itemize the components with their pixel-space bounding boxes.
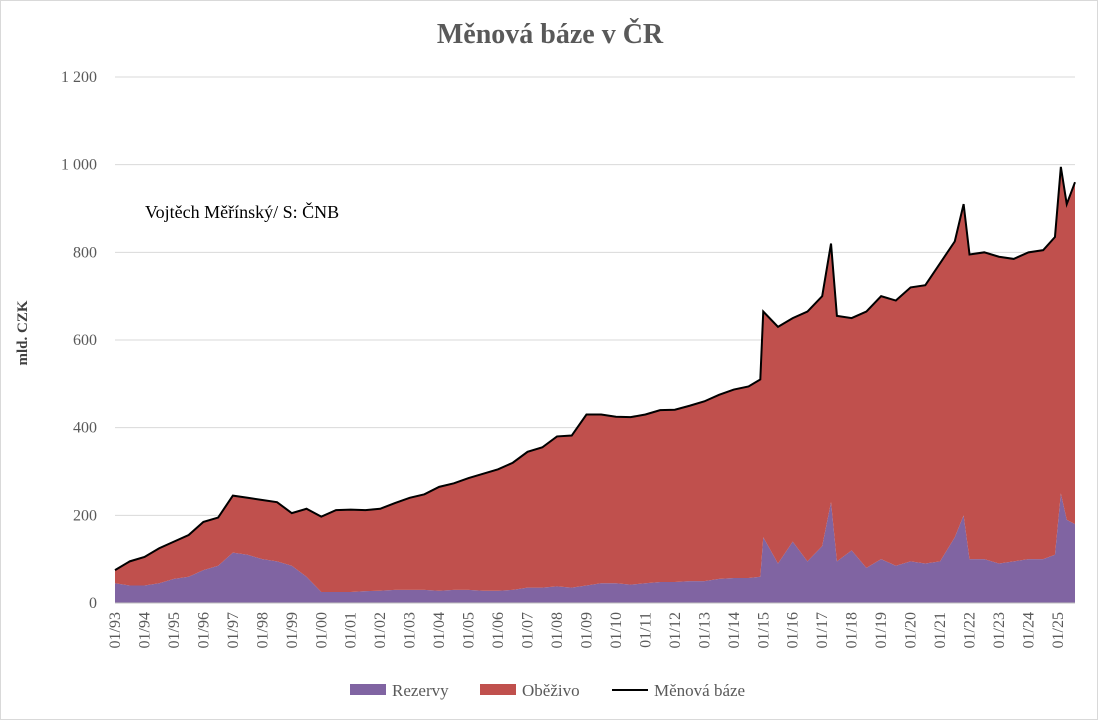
x-tick-label: 01/03: [402, 612, 419, 648]
x-tick-label: 01/93: [107, 612, 124, 648]
chart-title: Měnová báze v ČR: [437, 19, 664, 50]
x-tick-label: 01/23: [991, 612, 1008, 648]
x-tick-label: 01/11: [637, 612, 654, 648]
x-tick-label: 01/20: [903, 612, 920, 648]
legend-label: Rezervy: [392, 681, 449, 700]
x-tick-label: 01/07: [520, 612, 537, 648]
legend-swatch: [350, 684, 386, 695]
x-tick-label: 01/16: [785, 612, 802, 648]
y-tick-label: 800: [73, 244, 97, 261]
x-tick-label: 01/12: [667, 612, 684, 648]
y-tick-label: 0: [89, 595, 97, 612]
x-tick-label: 01/04: [431, 612, 448, 648]
y-tick-label: 600: [73, 332, 97, 349]
x-tick-label: 01/01: [343, 612, 360, 648]
series-area-obezivo: [115, 166, 1075, 593]
legend-item: Oběživo: [480, 681, 580, 700]
x-tick-label: 01/05: [461, 612, 478, 648]
x-tick-label: 01/17: [814, 612, 831, 648]
x-tick-label: 01/99: [284, 612, 301, 648]
x-tick-label: 01/13: [696, 612, 713, 648]
x-tick-label: 01/97: [225, 612, 242, 648]
y-tick-label: 1 200: [61, 69, 97, 86]
y-tick-label: 200: [73, 507, 97, 524]
legend-item: Rezervy: [350, 681, 449, 700]
x-tick-label: 01/21: [932, 612, 949, 648]
area-layer: [115, 166, 1075, 603]
axis-layer: 0 200 400 600 800 1 000 1 200 01/93 01/94 01/95 01…: [61, 69, 1075, 648]
legend-label: Oběživo: [522, 681, 580, 700]
x-tick-label: 01/98: [254, 612, 271, 648]
legend-label: Měnová báze: [654, 681, 745, 700]
source-annotation: Vojtěch Měřínský/ S: ČNB: [145, 201, 339, 222]
series-area-rezervy: [115, 493, 1075, 603]
x-tick-label: 01/94: [136, 612, 153, 648]
y-axis-label: mld. CZK: [15, 300, 31, 365]
x-tick-label: 01/09: [578, 612, 595, 648]
x-tick-label: 01/15: [755, 612, 772, 648]
x-tick-label: 01/22: [962, 612, 979, 648]
x-tick-label: 01/18: [844, 612, 861, 648]
x-tick-label: 01/06: [490, 612, 507, 648]
x-tick-label: 01/96: [195, 612, 212, 648]
x-tick-label: 01/25: [1050, 612, 1067, 648]
legend-item: Měnová báze: [612, 681, 745, 700]
x-tick-label: 01/00: [313, 612, 330, 648]
y-tick-label: 400: [73, 420, 97, 437]
x-tick-label: 01/10: [608, 612, 625, 648]
legend-swatch: [480, 684, 516, 695]
x-tick-label: 01/08: [549, 612, 566, 648]
x-tick-label: 01/95: [166, 612, 183, 648]
line-layer: [114, 166, 1076, 571]
x-tick-label: 01/02: [372, 612, 389, 648]
y-tick-label: 1 000: [61, 157, 97, 174]
series-line-menova-baze: [114, 166, 1076, 571]
x-tick-label: 01/24: [1020, 612, 1037, 648]
legend: Rezervy Oběživo Měnová báze: [350, 681, 745, 700]
x-tick-label: 01/14: [726, 612, 743, 648]
x-tick-label: 01/19: [873, 612, 890, 648]
